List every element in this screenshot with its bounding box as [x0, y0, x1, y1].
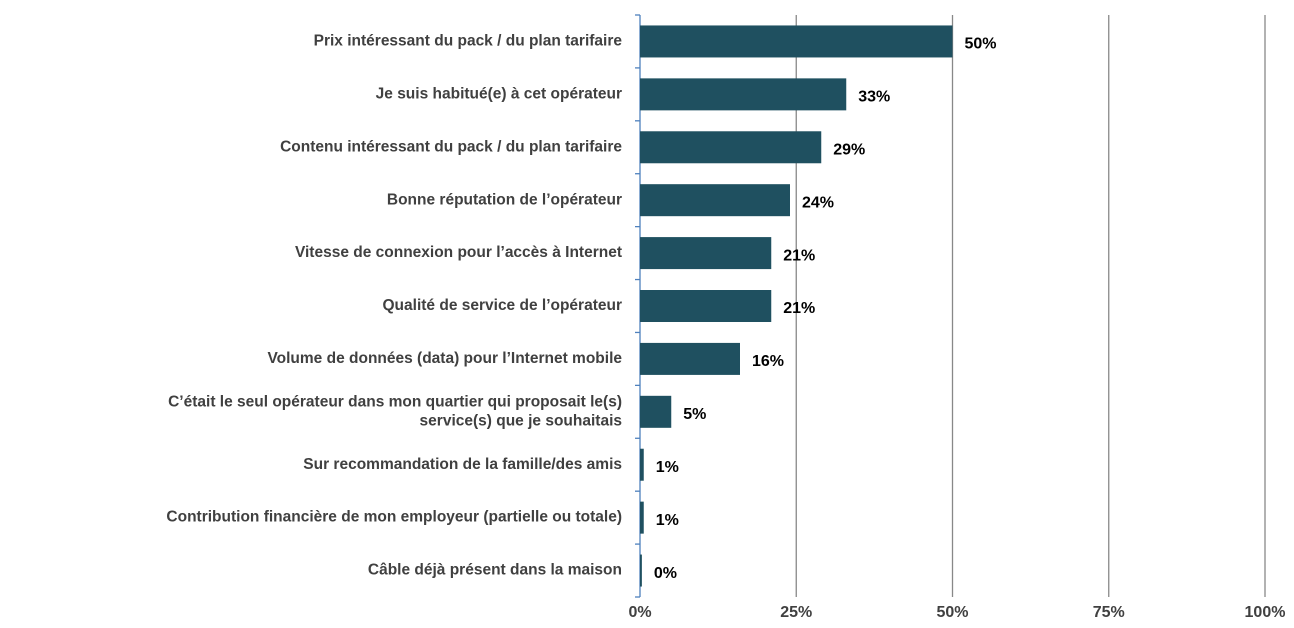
category-label: Câble déjà présent dans la maison: [368, 562, 622, 579]
bar: [640, 395, 672, 428]
category-label: Bonne réputation de l’opérateur: [387, 191, 622, 208]
bar: [640, 78, 847, 111]
value-label: 1%: [656, 512, 679, 529]
value-label: 0%: [654, 565, 677, 582]
bar: [640, 237, 772, 270]
category-label: Sur recommandation de la famille/des ami…: [303, 456, 622, 473]
bar: [640, 290, 772, 322]
value-label: 50%: [965, 36, 997, 53]
bar: [640, 342, 740, 375]
value-label: 16%: [752, 353, 784, 370]
value-label: 29%: [833, 141, 865, 158]
value-label: 21%: [783, 247, 815, 264]
value-label: 21%: [783, 300, 815, 317]
value-label: 5%: [683, 406, 706, 423]
x-tick-label: 25%: [780, 604, 812, 621]
bar: [640, 448, 644, 481]
x-tick-label: 0%: [628, 604, 651, 621]
value-label: 24%: [802, 194, 834, 211]
bar: [640, 25, 953, 58]
bar: [640, 554, 642, 587]
category-label: Je suis habitué(e) à cet opérateur: [376, 85, 622, 102]
category-label: Vitesse de connexion pour l’accès à Inte…: [295, 244, 622, 261]
category-label: Volume de données (data) pour l’Internet…: [267, 350, 622, 367]
category-label: Contribution financière de mon employeur…: [166, 509, 622, 526]
category-label: Prix intéressant du pack / du plan tarif…: [314, 33, 623, 50]
bar: [640, 184, 790, 217]
category-label: Qualité de service de l’opérateur: [383, 297, 623, 314]
bar: [640, 131, 822, 164]
category-label: C’était le seul opérateur dans mon quart…: [168, 393, 622, 429]
x-tick-label: 50%: [936, 604, 968, 621]
value-label: 33%: [858, 89, 890, 106]
category-label: Contenu intéressant du pack / du plan ta…: [280, 138, 622, 155]
bar: [640, 501, 644, 534]
value-label: 1%: [656, 459, 679, 476]
x-tick-label: 75%: [1093, 604, 1125, 621]
x-tick-label: 100%: [1245, 604, 1286, 621]
